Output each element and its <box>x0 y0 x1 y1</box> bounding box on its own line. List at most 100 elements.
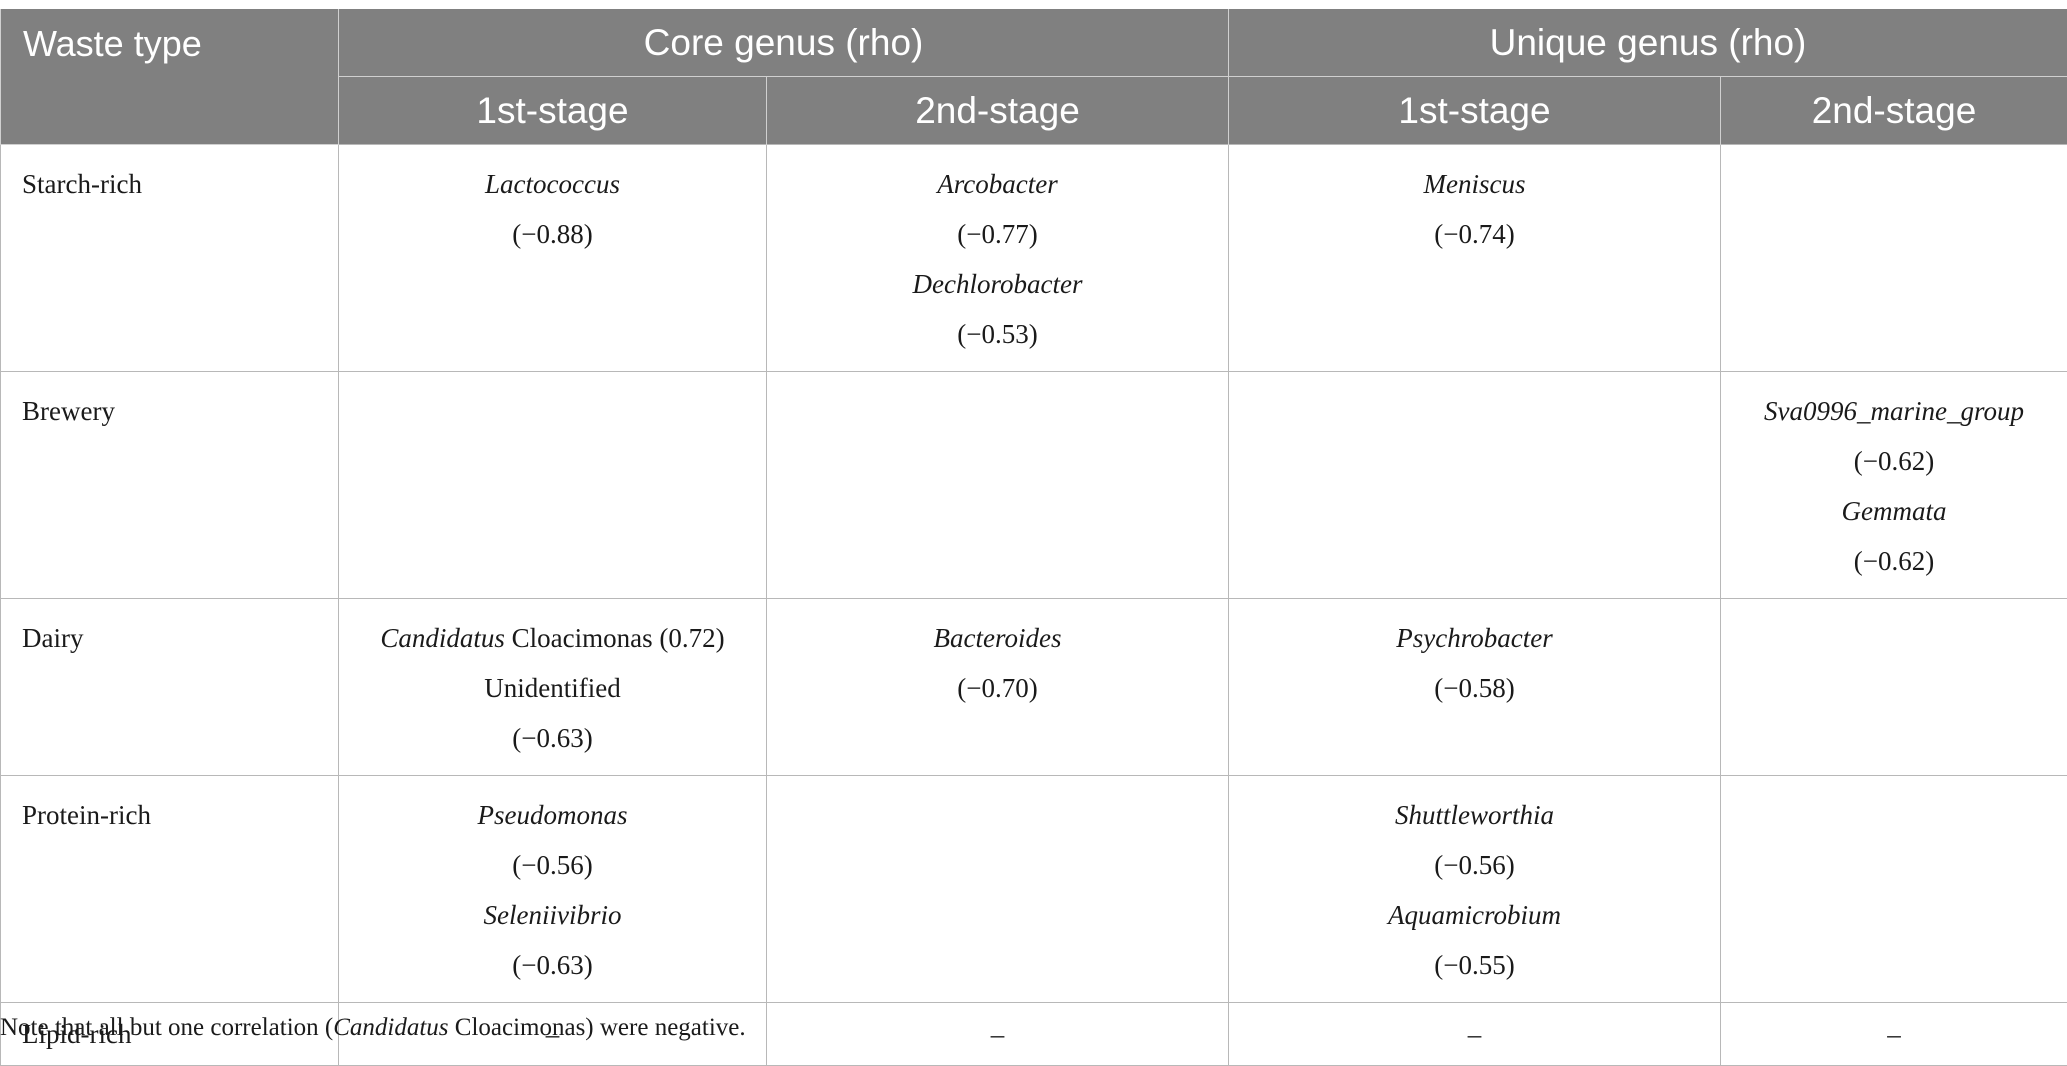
header-unique-1st-stage: 1st-stage <box>1229 77 1721 145</box>
table-cell: – <box>767 1003 1229 1066</box>
header-waste-type: Waste type <box>1 9 339 145</box>
rho-value: (−0.56) <box>1434 850 1514 880</box>
genus-name: Psychrobacter <box>1396 623 1552 653</box>
cell-entry: Lactococcus <box>339 159 766 209</box>
header-unique-2nd-stage: 2nd-stage <box>1721 77 2067 145</box>
cell-entry: Meniscus <box>1229 159 1720 209</box>
dash-value: – <box>1468 1019 1482 1049</box>
table-cell <box>767 372 1229 599</box>
table-cell: Psychrobacter (−0.58) <box>1229 599 1721 776</box>
cell-entry: (−0.74) <box>1229 209 1720 259</box>
table-cell: Bacteroides (−0.70) <box>767 599 1229 776</box>
dash-value: – <box>991 1019 1005 1049</box>
rho-value: (−0.58) <box>1434 673 1514 703</box>
table-cell <box>1721 776 2067 1003</box>
genus-name: Candidatus <box>380 623 505 653</box>
cell-entry: (−0.77) <box>767 209 1228 259</box>
table-cell <box>1721 599 2067 776</box>
table-cell: – <box>1229 1003 1721 1066</box>
cell-entry: (−0.88) <box>339 209 766 259</box>
genus-name: Lactococcus <box>485 169 620 199</box>
table-row: Protein-rich Pseudomonas (−0.56) Selenii… <box>1 776 2067 1003</box>
table-cell: Arcobacter (−0.77) Dechlorobacter (−0.53… <box>767 145 1229 372</box>
rho-value: (−0.70) <box>957 673 1037 703</box>
cell-entry: Pseudomonas <box>339 790 766 840</box>
header-core-1st-stage: 1st-stage <box>339 77 767 145</box>
cell-entry: (−0.56) <box>339 840 766 890</box>
cell-entry: Bacteroides <box>767 613 1228 663</box>
table-cell <box>767 776 1229 1003</box>
rho-value: (−0.62) <box>1854 446 1934 476</box>
table-cell: Sva0996_marine_group (−0.62) Gemmata (−0… <box>1721 372 2067 599</box>
genus-name: Meniscus <box>1424 169 1526 199</box>
cell-entry: – <box>1229 1009 1720 1059</box>
rho-value: (−0.56) <box>512 850 592 880</box>
rho-value: (−0.63) <box>512 723 592 753</box>
rho-value: (−0.74) <box>1434 219 1514 249</box>
rho-value: (−0.55) <box>1434 950 1514 980</box>
rho-value: Unidentified <box>484 673 620 703</box>
waste-type-cell: Dairy <box>1 599 339 776</box>
cell-entry: Candidatus Cloacimonas (0.72) <box>339 613 766 663</box>
table-footnote: Note that all but one correlation (Candi… <box>0 1014 746 1042</box>
genus-name: Pseudomonas <box>478 800 628 830</box>
table-cell <box>1229 372 1721 599</box>
genus-name: Gemmata <box>1842 496 1947 526</box>
table-cell: Shuttleworthia (−0.56) Aquamicrobium (−0… <box>1229 776 1721 1003</box>
cell-entry: (−0.63) <box>339 713 766 763</box>
cell-entry: (−0.55) <box>1229 940 1720 990</box>
cell-entry: Sva0996_marine_group <box>1721 386 2067 436</box>
cell-entry: Dechlorobacter <box>767 259 1228 309</box>
cell-entry: – <box>1721 1009 2067 1059</box>
waste-type-cell: Protein-rich <box>1 776 339 1003</box>
table-cell <box>1721 145 2067 372</box>
table-row: Brewery Sva0996_marine_group (−0.62) Gem… <box>1 372 2067 599</box>
cell-entry: (−0.62) <box>1721 436 2067 486</box>
rho-value: (−0.62) <box>1854 546 1934 576</box>
table-cell: – <box>1721 1003 2067 1066</box>
header-core-genus: Core genus (rho) <box>339 9 1229 77</box>
cell-entry: Unidentified <box>339 663 766 713</box>
table-row: Starch-rich Lactococcus (−0.88) Arcobact… <box>1 145 2067 372</box>
cell-entry: Psychrobacter <box>1229 613 1720 663</box>
header-unique-genus: Unique genus (rho) <box>1229 9 2067 77</box>
cell-entry: (−0.58) <box>1229 663 1720 713</box>
rho-value: Cloacimonas (0.72) <box>505 623 725 653</box>
cell-entry: Arcobacter <box>767 159 1228 209</box>
dash-value: – <box>1887 1019 1901 1049</box>
cell-entry: (−0.53) <box>767 309 1228 359</box>
table-cell: Candidatus Cloacimonas (0.72) Unidentifi… <box>339 599 767 776</box>
table-body: Starch-rich Lactococcus (−0.88) Arcobact… <box>1 145 2067 1066</box>
genus-name: Seleniivibrio <box>484 900 622 930</box>
table-cell <box>339 372 767 599</box>
genus-name: Aquamicrobium <box>1388 900 1561 930</box>
header-core-2nd-stage: 2nd-stage <box>767 77 1229 145</box>
genus-name: Dechlorobacter <box>913 269 1083 299</box>
table-cell: Pseudomonas (−0.56) Seleniivibrio (−0.63… <box>339 776 767 1003</box>
note-prefix: Note that all but one correlation ( <box>0 1014 333 1041</box>
cell-entry: (−0.70) <box>767 663 1228 713</box>
cell-entry: Gemmata <box>1721 486 2067 536</box>
rho-value: (−0.53) <box>957 319 1037 349</box>
note-suffix: Cloacimonas) were negative. <box>449 1014 746 1041</box>
rho-value: (−0.63) <box>512 950 592 980</box>
cell-entry: Shuttleworthia <box>1229 790 1720 840</box>
waste-type-cell: Starch-rich <box>1 145 339 372</box>
genus-name: Shuttleworthia <box>1395 800 1554 830</box>
cell-entry: Aquamicrobium <box>1229 890 1720 940</box>
table-cell: Lactococcus (−0.88) <box>339 145 767 372</box>
table-cell: Meniscus (−0.74) <box>1229 145 1721 372</box>
cell-entry: (−0.62) <box>1721 536 2067 586</box>
rho-value: (−0.88) <box>512 219 592 249</box>
rho-value: (−0.77) <box>957 219 1037 249</box>
table-header: Waste type Core genus (rho) Unique genus… <box>1 9 2067 145</box>
genus-name: Sva0996_marine_group <box>1764 396 2024 426</box>
cell-entry: – <box>767 1009 1228 1059</box>
genus-name: Arcobacter <box>937 169 1057 199</box>
note-genus: Candidatus <box>333 1014 448 1041</box>
waste-type-cell: Brewery <box>1 372 339 599</box>
cell-entry: Seleniivibrio <box>339 890 766 940</box>
table-row: Dairy Candidatus Cloacimonas (0.72) Unid… <box>1 599 2067 776</box>
correlation-table: Waste type Core genus (rho) Unique genus… <box>0 9 2067 1066</box>
